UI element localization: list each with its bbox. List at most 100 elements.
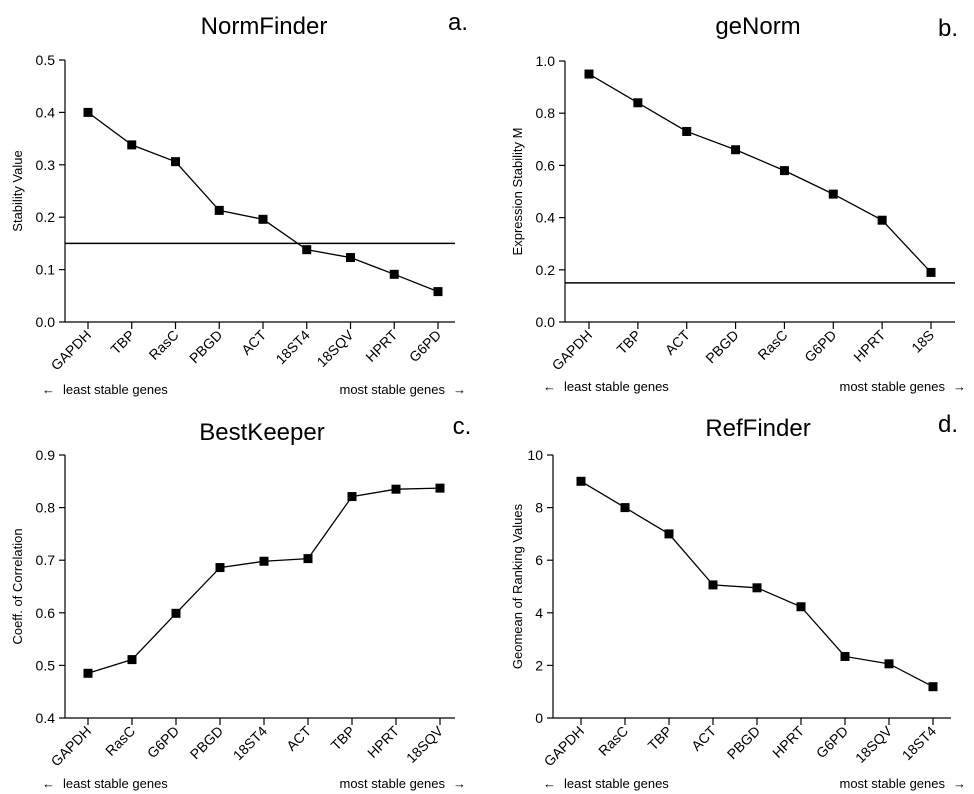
y-tick-label: 0.2 bbox=[36, 209, 56, 225]
y-tick-label: 0.1 bbox=[36, 262, 56, 278]
data-point bbox=[884, 659, 894, 669]
data-point bbox=[584, 69, 594, 79]
y-tick-label: 8 bbox=[535, 500, 543, 516]
chart-title: geNorm bbox=[715, 13, 800, 40]
y-tick-label: 0.7 bbox=[36, 552, 56, 568]
y-tick-label: 0.3 bbox=[36, 157, 56, 173]
arrow-right-icon: → bbox=[953, 776, 966, 791]
data-point bbox=[171, 157, 180, 167]
note-most-text: most stable genes bbox=[839, 379, 945, 394]
y-tick-label: 2 bbox=[535, 657, 543, 673]
x-tick-label: ACT bbox=[283, 722, 314, 753]
chart-panel-c: BestKeeper c. 0.4 0.5 0.6 0.7 0.8 0.9 Coeff. of … bbox=[10, 413, 471, 791]
data-point bbox=[928, 682, 938, 692]
note-most-stable: most stable genes → bbox=[839, 776, 966, 791]
x-tick-label: PBGD bbox=[724, 723, 763, 762]
chart-panel-d: RefFinder d. 0 2 4 6 8 10 Geomean of Ranking Val… bbox=[510, 411, 966, 791]
x-tick-label: HPRT bbox=[364, 722, 402, 760]
data-point bbox=[633, 98, 643, 108]
y-tick-label: 0.0 bbox=[36, 314, 56, 330]
note-least-stable: ← least stable genes bbox=[42, 776, 168, 791]
series-line bbox=[87, 487, 441, 674]
y-tick-label: 0.4 bbox=[36, 710, 56, 726]
note-most-stable: most stable genes → bbox=[839, 379, 966, 394]
x-tick-label: RasC bbox=[595, 723, 631, 759]
x-tick-label: 18ST4 bbox=[899, 723, 940, 764]
data-point bbox=[435, 483, 445, 493]
panel-label: b. bbox=[938, 15, 958, 42]
x-tick-label: 18S bbox=[908, 327, 937, 356]
x-tick-label: G6PD bbox=[406, 327, 444, 365]
y-tick-label: 0.0 bbox=[536, 314, 556, 330]
note-least-stable: ← least stable genes bbox=[543, 776, 669, 791]
x-tick-label: 18SQV bbox=[852, 722, 896, 766]
x-tick-label: PBGD bbox=[186, 327, 225, 366]
y-tick-label: 4 bbox=[535, 605, 543, 621]
data-point bbox=[708, 580, 718, 590]
arrow-right-icon: → bbox=[453, 382, 466, 397]
x-tick-label: TBP bbox=[107, 327, 138, 358]
arrow-right-icon: → bbox=[953, 379, 966, 394]
x-tick-label: TBP bbox=[613, 327, 644, 358]
data-point bbox=[347, 492, 357, 502]
x-tick-label: TBP bbox=[328, 723, 359, 754]
chart-panel-a: NormFinder a. 0.0 0.1 0.2 0.3 0.4 0.5 Stability … bbox=[10, 9, 468, 397]
x-tick-label: PBGD bbox=[702, 327, 741, 366]
note-most-text: most stable genes bbox=[339, 382, 445, 397]
x-tick-label: ACT bbox=[688, 722, 719, 753]
data-point bbox=[828, 189, 838, 199]
x-tick-label: GAPDH bbox=[549, 327, 596, 374]
x-tick-label: 18ST4 bbox=[272, 327, 313, 368]
y-axis-label: Geomean of Ranking Values bbox=[510, 503, 525, 669]
x-tick-label: G6PD bbox=[801, 327, 839, 365]
panel-label: c. bbox=[453, 413, 472, 440]
y-tick-label: 0.5 bbox=[36, 657, 56, 673]
x-tick-label: GAPDH bbox=[48, 327, 95, 374]
data-point bbox=[779, 166, 789, 176]
data-point bbox=[83, 107, 93, 117]
y-axis-label: Stability Value bbox=[10, 150, 25, 231]
chart-title: RefFinder bbox=[705, 415, 810, 442]
x-tick-label: HPRT bbox=[769, 722, 807, 760]
y-tick-label: 0.8 bbox=[36, 500, 56, 516]
x-tick-label: G6PD bbox=[144, 723, 182, 761]
data-point bbox=[171, 608, 181, 618]
y-tick-label: 1.0 bbox=[536, 53, 556, 69]
data-point bbox=[926, 267, 936, 277]
chart-title: NormFinder bbox=[201, 13, 328, 40]
note-most-stable: most stable genes → bbox=[339, 382, 466, 397]
x-tick-label: GAPDH bbox=[48, 723, 95, 770]
note-least-text: least stable genes bbox=[63, 382, 168, 397]
data-point bbox=[83, 668, 93, 678]
note-least-text: least stable genes bbox=[564, 776, 669, 791]
data-point bbox=[346, 253, 355, 263]
arrow-left-icon: ← bbox=[543, 379, 556, 394]
data-point bbox=[127, 655, 137, 665]
x-tick-label: RasC bbox=[146, 327, 182, 363]
data-point bbox=[433, 287, 443, 297]
x-tick-label: RasC bbox=[754, 327, 790, 363]
chart-title: BestKeeper bbox=[199, 419, 324, 446]
y-tick-label: 10 bbox=[527, 447, 543, 463]
data-point bbox=[877, 215, 887, 225]
data-point bbox=[796, 602, 806, 612]
data-point bbox=[389, 269, 399, 279]
note-least-text: least stable genes bbox=[564, 379, 669, 394]
x-tick-label: 18SQV bbox=[313, 326, 357, 370]
data-point bbox=[682, 126, 692, 136]
x-tick-label: ACT bbox=[662, 326, 693, 357]
y-tick-label: 0.6 bbox=[36, 605, 56, 621]
arrow-left-icon: ← bbox=[42, 382, 55, 397]
y-axis-label: Expression Stability M bbox=[510, 128, 525, 256]
arrow-left-icon: ← bbox=[543, 776, 556, 791]
y-tick-label: 0.2 bbox=[536, 262, 556, 278]
data-point bbox=[752, 583, 762, 593]
note-most-text: most stable genes bbox=[839, 776, 945, 791]
note-most-text: most stable genes bbox=[339, 776, 445, 791]
y-tick-label: 6 bbox=[535, 552, 543, 568]
x-tick-label: G6PD bbox=[813, 723, 851, 761]
panel-label: a. bbox=[448, 9, 468, 36]
data-point bbox=[258, 214, 268, 224]
data-point bbox=[259, 556, 269, 566]
